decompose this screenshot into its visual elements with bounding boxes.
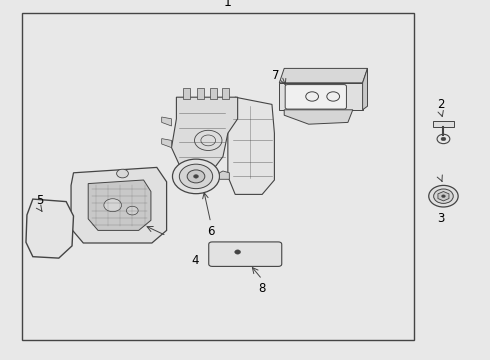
Text: 4: 4 bbox=[191, 255, 198, 267]
Circle shape bbox=[434, 189, 453, 203]
Polygon shape bbox=[71, 167, 167, 243]
Text: 3: 3 bbox=[437, 212, 445, 225]
Circle shape bbox=[187, 170, 205, 183]
FancyBboxPatch shape bbox=[222, 88, 229, 99]
FancyBboxPatch shape bbox=[22, 13, 414, 340]
Circle shape bbox=[179, 164, 213, 189]
Text: 5: 5 bbox=[36, 194, 44, 207]
Circle shape bbox=[194, 175, 198, 178]
Circle shape bbox=[429, 185, 458, 207]
Polygon shape bbox=[220, 171, 229, 179]
FancyBboxPatch shape bbox=[197, 88, 204, 99]
Circle shape bbox=[117, 169, 128, 178]
Polygon shape bbox=[279, 83, 363, 110]
Circle shape bbox=[104, 199, 122, 212]
Text: 1: 1 bbox=[224, 0, 232, 9]
Text: 2: 2 bbox=[437, 98, 445, 111]
Polygon shape bbox=[162, 117, 172, 126]
Polygon shape bbox=[162, 139, 172, 148]
Polygon shape bbox=[363, 68, 368, 110]
FancyBboxPatch shape bbox=[210, 88, 217, 99]
FancyBboxPatch shape bbox=[183, 88, 190, 99]
Polygon shape bbox=[284, 110, 353, 124]
FancyBboxPatch shape bbox=[433, 121, 454, 127]
Text: 6: 6 bbox=[207, 225, 215, 238]
FancyBboxPatch shape bbox=[285, 85, 346, 109]
Text: 8: 8 bbox=[258, 282, 266, 294]
Circle shape bbox=[172, 159, 220, 194]
FancyBboxPatch shape bbox=[209, 242, 282, 266]
Polygon shape bbox=[172, 97, 238, 173]
Circle shape bbox=[441, 195, 445, 198]
Text: 7: 7 bbox=[272, 69, 279, 82]
Circle shape bbox=[441, 137, 446, 141]
Polygon shape bbox=[438, 192, 449, 201]
Polygon shape bbox=[88, 180, 151, 230]
Circle shape bbox=[126, 206, 138, 215]
Circle shape bbox=[235, 250, 241, 254]
Polygon shape bbox=[228, 97, 274, 194]
Polygon shape bbox=[26, 199, 74, 258]
Polygon shape bbox=[279, 68, 368, 83]
